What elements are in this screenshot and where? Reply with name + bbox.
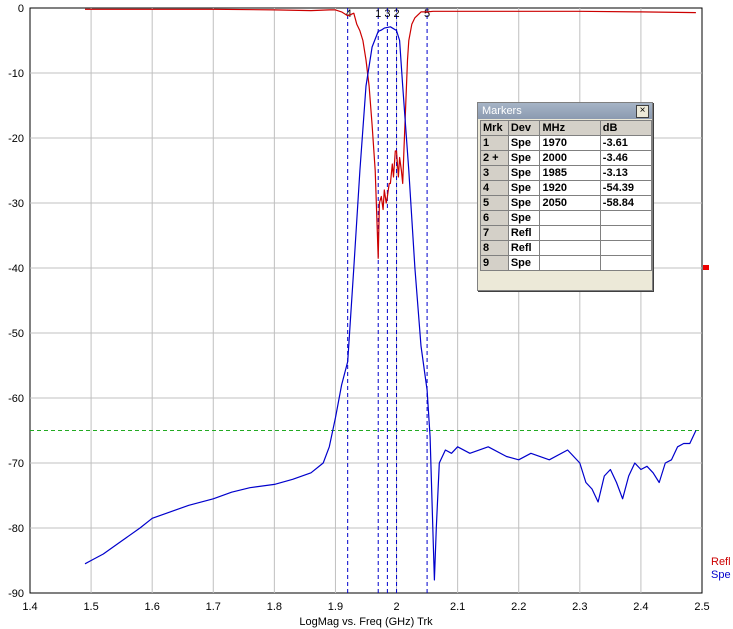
- x-tick-label: 2.1: [450, 601, 465, 613]
- y-tick-label: -50: [8, 328, 24, 340]
- x-tick-label: 2.4: [633, 601, 648, 613]
- marker-number-cell[interactable]: 1: [480, 135, 509, 151]
- marker-device-cell[interactable]: Spe: [507, 255, 541, 271]
- marker-device-cell[interactable]: Spe: [507, 150, 541, 166]
- y-tick-label: 0: [18, 3, 24, 15]
- marker-device-cell[interactable]: Refl: [507, 225, 541, 241]
- marker-freq-cell[interactable]: 2000: [539, 150, 601, 166]
- marker-number-cell[interactable]: 9: [480, 255, 509, 271]
- marker-level-cell[interactable]: [599, 225, 653, 241]
- marker-level-cell[interactable]: -54.39: [599, 180, 653, 196]
- marker-freq-cell[interactable]: 2050: [539, 195, 601, 211]
- series-line-refl: [85, 8, 696, 259]
- legend-spe: Spe: [711, 569, 731, 581]
- marker-freq-cell[interactable]: 1985: [539, 165, 601, 181]
- table-row[interactable]: 9 Spe: [480, 255, 653, 271]
- y-tick-label: -20: [8, 133, 24, 145]
- table-row[interactable]: 3 Spe 1985 -3.13: [480, 165, 653, 181]
- marker-level-cell[interactable]: -3.46: [599, 150, 653, 166]
- marker-device-cell[interactable]: Spe: [507, 210, 541, 226]
- marker-level-cell[interactable]: -58.84: [599, 195, 653, 211]
- x-tick-label: 1.5: [83, 601, 98, 613]
- marker-tag: 4: [346, 8, 352, 20]
- marker-device-cell[interactable]: Spe: [507, 165, 541, 181]
- marker-tag: 1: [375, 8, 381, 20]
- y-tick-label: -60: [8, 393, 24, 405]
- x-tick-label: 1.8: [267, 601, 282, 613]
- header-db: dB: [599, 120, 653, 136]
- markers-window[interactable]: Markers × Mrk Dev MHz dB 1 Spe 1970 -3.61 2 …: [477, 102, 653, 291]
- marker-level-cell[interactable]: [599, 210, 653, 226]
- table-row[interactable]: 7 Refl: [480, 225, 653, 241]
- marker-freq-cell[interactable]: 1920: [539, 180, 601, 196]
- marker-device-cell[interactable]: Spe: [507, 135, 541, 151]
- marker-level-cell[interactable]: [599, 255, 653, 271]
- markers-titlebar[interactable]: Markers ×: [478, 103, 652, 119]
- plot-area: [29, 7, 703, 594]
- refl-scale-marker: [703, 265, 709, 270]
- y-tick-label: -10: [8, 68, 24, 80]
- x-tick-label: 2.5: [694, 601, 709, 613]
- table-row[interactable]: 8 Refl: [480, 240, 653, 256]
- x-tick-label: 2.3: [572, 601, 587, 613]
- table-row[interactable]: 6 Spe: [480, 210, 653, 226]
- marker-tag: 2: [393, 8, 399, 20]
- marker-device-cell[interactable]: Spe: [507, 180, 541, 196]
- y-tick-label: -40: [8, 263, 24, 275]
- marker-tag: 3: [384, 8, 390, 20]
- marker-freq-cell[interactable]: [539, 240, 601, 256]
- y-tick-label: -80: [8, 523, 24, 535]
- x-tick-label: 1.4: [22, 601, 37, 613]
- header-mhz: MHz: [539, 120, 601, 136]
- table-row[interactable]: 4 Spe 1920 -54.39: [480, 180, 653, 196]
- marker-freq-cell[interactable]: [539, 225, 601, 241]
- x-tick-label: 2: [393, 601, 399, 613]
- marker-device-cell[interactable]: Refl: [507, 240, 541, 256]
- header-dev: Dev: [507, 120, 541, 136]
- x-tick-label: 1.7: [206, 601, 221, 613]
- marker-number-cell[interactable]: 3: [480, 165, 509, 181]
- series-lines: [84, 8, 697, 581]
- markers-table: Mrk Dev MHz dB 1 Spe 1970 -3.61 2 + Spe 2000 -3…: [480, 120, 653, 271]
- x-tick-labels: 1.4 1.5 1.6 1.7 1.8 1.9 2 2.1 2.2 2.3 2.4 2.5: [22, 601, 709, 613]
- y-tick-label: -70: [8, 458, 24, 470]
- marker-tag: 5: [424, 8, 430, 20]
- x-tick-label: 1.9: [328, 601, 343, 613]
- markers-header-row: Mrk Dev MHz dB: [480, 120, 653, 136]
- marker-number-cell[interactable]: 7: [480, 225, 509, 241]
- x-tick-label: 2.2: [511, 601, 526, 613]
- y-tick-label: -30: [8, 198, 24, 210]
- table-row[interactable]: 5 Spe 2050 -58.84: [480, 195, 653, 211]
- marker-freq-cell[interactable]: [539, 255, 601, 271]
- y-tick-label: -90: [8, 588, 24, 600]
- x-axis-title: LogMag vs. Freq (GHz) Trk: [299, 616, 433, 628]
- marker-freq-cell[interactable]: 1970: [539, 135, 601, 151]
- marker-device-cell[interactable]: Spe: [507, 195, 541, 211]
- marker-number-cell[interactable]: 2 +: [480, 150, 509, 166]
- marker-number-cell[interactable]: 8: [480, 240, 509, 256]
- marker-number-cell[interactable]: 4: [480, 180, 509, 196]
- header-mrk: Mrk: [480, 120, 509, 136]
- y-tick-labels: 0 -10 -20 -30 -40 -50 -60 -70 -80 -90: [8, 3, 24, 600]
- marker-number-cell[interactable]: 6: [480, 210, 509, 226]
- marker-number-cell[interactable]: 5: [480, 195, 509, 211]
- close-icon[interactable]: ×: [636, 105, 649, 118]
- legend-refl: Refl: [711, 556, 731, 568]
- x-tick-label: 1.6: [145, 601, 160, 613]
- series-line-spe: [84, 26, 697, 581]
- marker-level-cell[interactable]: [599, 240, 653, 256]
- marker-level-cell[interactable]: -3.61: [599, 135, 653, 151]
- marker-level-cell[interactable]: -3.13: [599, 165, 653, 181]
- marker-freq-cell[interactable]: [539, 210, 601, 226]
- table-row[interactable]: 1 Spe 1970 -3.61: [480, 135, 653, 151]
- markers-title: Markers: [482, 105, 522, 117]
- table-row[interactable]: 2 + Spe 2000 -3.46: [480, 150, 653, 166]
